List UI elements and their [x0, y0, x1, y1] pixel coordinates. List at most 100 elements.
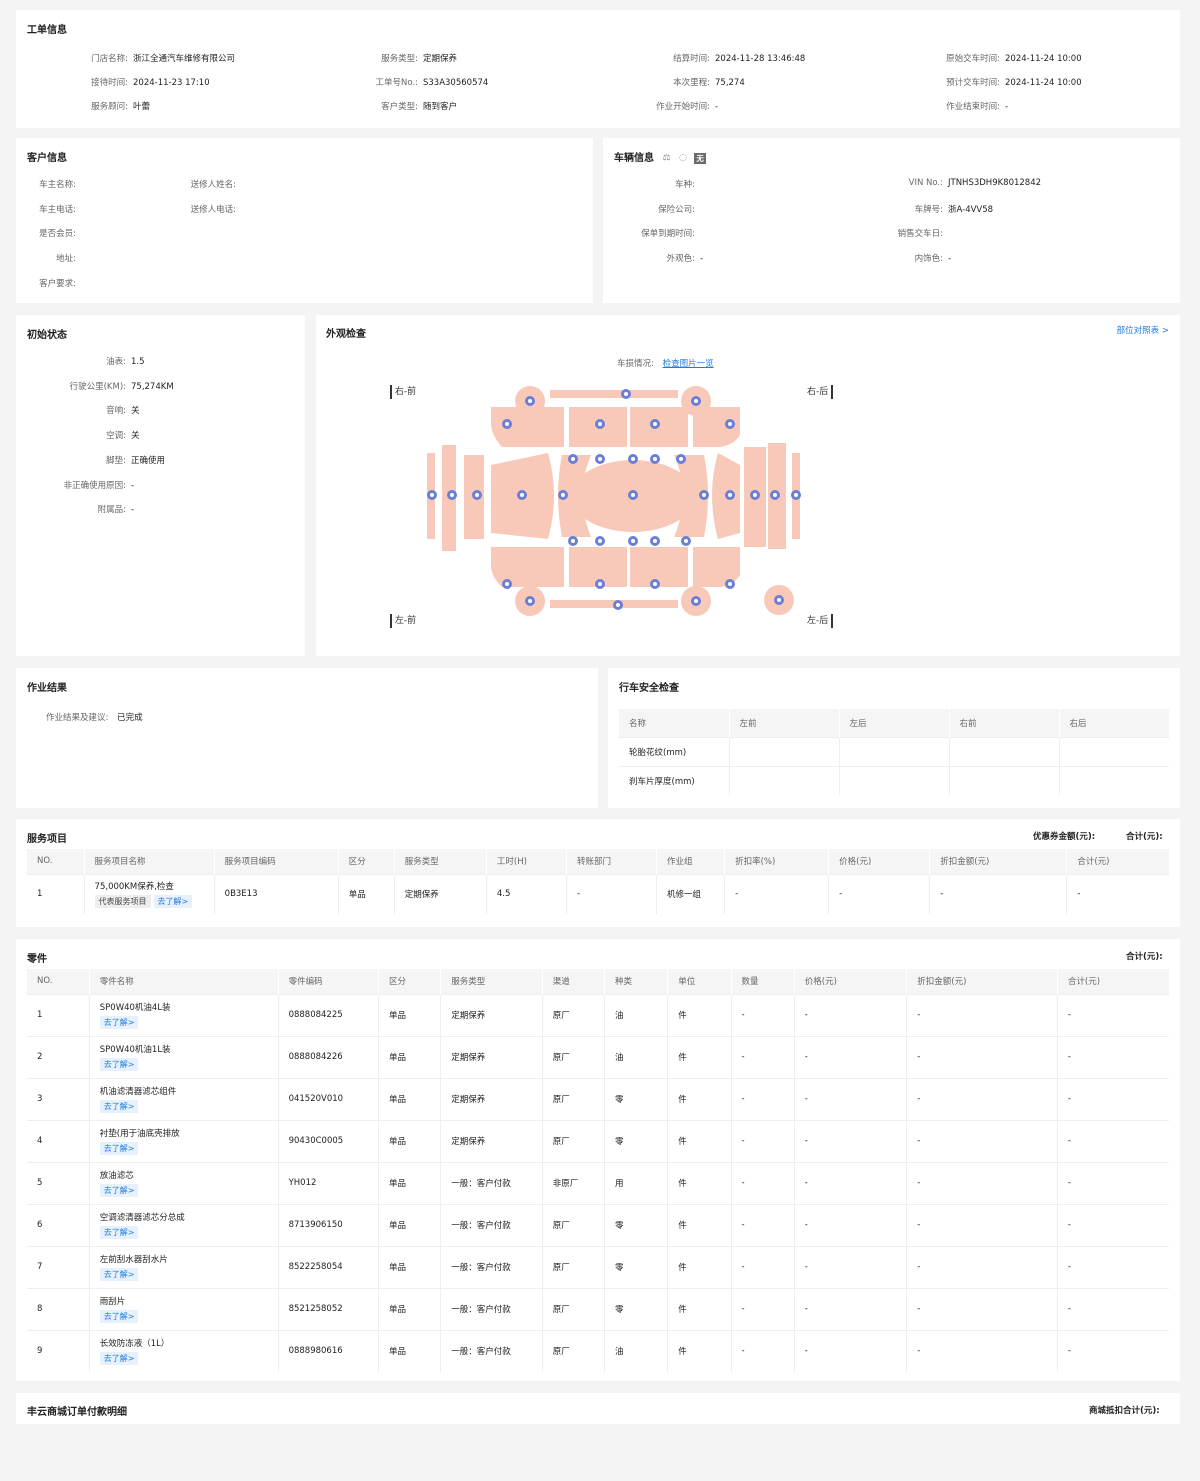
- damage-marker-31[interactable]: [650, 579, 660, 589]
- damage-marker-4[interactable]: [502, 419, 512, 429]
- damage-marker-2[interactable]: [621, 389, 631, 399]
- parts-cell-type: 一般：客户付款: [440, 1203, 543, 1246]
- damage-marker-21[interactable]: [750, 490, 760, 500]
- learn-more-link[interactable]: 去了解>: [99, 1016, 139, 1029]
- damage-marker-18[interactable]: [628, 490, 638, 500]
- damage-marker-32[interactable]: [725, 579, 735, 589]
- workorder-2-field: 服务类型: 定期保养: [336, 52, 457, 64]
- vehicle-6-label: 销售交车日:: [897, 229, 943, 240]
- table-row: 3 机油滤清器滤芯组件 去了解> 041520V010 单品 定期保养 原厂零件 - - - -: [27, 1077, 1169, 1120]
- services-header-1: NO.: [27, 849, 85, 874]
- damage-marker-33[interactable]: [525, 596, 535, 606]
- workorder-12-label: 作业结束时间:: [946, 102, 1000, 112]
- damage-marker-27[interactable]: [650, 536, 660, 546]
- corner-right-rear: 右-后: [807, 384, 834, 399]
- damage-marker-24[interactable]: [568, 536, 578, 546]
- damage-marker-35[interactable]: [691, 596, 701, 606]
- parts-cell-cat: 单品: [378, 1203, 442, 1246]
- damage-marker-25[interactable]: [595, 536, 605, 546]
- damage-marker-5[interactable]: [595, 419, 605, 429]
- parts-cell-cat: 单品: [378, 1035, 442, 1078]
- damage-marker-29[interactable]: [502, 579, 512, 589]
- scale-icon[interactable]: ⚖: [662, 153, 671, 163]
- workorder-7-label: 本次里程:: [673, 78, 710, 88]
- learn-more-link[interactable]: 去了解>: [99, 1268, 139, 1281]
- customer-1-field: 车主名称:: [22, 178, 81, 190]
- damage-marker-17[interactable]: [558, 490, 568, 500]
- parts-cell-name: 衬垫(用于油底壳排放 去了解>: [89, 1119, 279, 1162]
- damage-marker-14[interactable]: [447, 490, 457, 500]
- learn-more-link[interactable]: 去了解>: [99, 1058, 139, 1071]
- parts-header-4: 区分: [378, 969, 442, 994]
- result-value: 已完成: [117, 713, 143, 723]
- rear-garnish: [768, 443, 786, 549]
- chat-bubble-icon[interactable]: ◌: [679, 153, 687, 163]
- part-name: 机油滤清器滤芯组件: [99, 1087, 177, 1097]
- part-name: 左前刮水器刮水片: [99, 1255, 168, 1265]
- damage-marker-9[interactable]: [595, 454, 605, 464]
- damage-marker-6[interactable]: [650, 419, 660, 429]
- damage-marker-23[interactable]: [791, 490, 801, 500]
- services-cell-no: 1: [27, 873, 85, 914]
- damage-marker-28[interactable]: [681, 536, 691, 546]
- damage-marker-22[interactable]: [770, 490, 780, 500]
- workorder-3-label: 结算时间:: [673, 54, 710, 64]
- safety-title: 行车安全检查: [619, 683, 679, 694]
- table-row: 8 雨刮片 去了解> 8521258052 单品 一般：客户付款 原厂零件 - - - -: [27, 1287, 1169, 1330]
- damage-marker-19[interactable]: [699, 490, 709, 500]
- initial-state-card: 初始状态 油表: 1.5 行驶公里(KM): 75,274KM 音响: 关空调: 关脚垫: 正…: [16, 315, 305, 656]
- parts-cell-no: 9: [27, 1329, 90, 1372]
- damage-marker-15[interactable]: [472, 490, 482, 500]
- damage-marker-34[interactable]: [613, 600, 623, 610]
- workorder-11-label: 作业开始时间:: [656, 102, 710, 112]
- learn-more-link[interactable]: 去了解>: [99, 1184, 139, 1197]
- damage-marker-36[interactable]: [774, 595, 784, 605]
- parts-cell-qty: -: [731, 1203, 795, 1246]
- workorder-2-value: 定期保养: [423, 54, 458, 64]
- learn-more-link[interactable]: 去了解>: [99, 1352, 139, 1366]
- damage-marker-11[interactable]: [650, 454, 660, 464]
- vehicle-8-value: -: [948, 254, 952, 265]
- learn-more-link[interactable]: 去了解>: [99, 1226, 139, 1239]
- parts-cell-price: -: [794, 1287, 908, 1330]
- parts-cell-channel: 原厂: [542, 1245, 605, 1288]
- learn-more-link[interactable]: 去了解>: [153, 895, 193, 909]
- front-grille: [442, 445, 456, 551]
- parts-cell-type: 一般：客户付款: [440, 1287, 543, 1330]
- workorder-12-value: -: [1005, 102, 1009, 112]
- sill-left: [550, 600, 678, 608]
- learn-more-link[interactable]: 去了解>: [99, 1310, 139, 1323]
- learn-more-link[interactable]: 去了解>: [99, 1100, 139, 1113]
- damage-marker-30[interactable]: [595, 579, 605, 589]
- result-label: 作业结果及建议:: [46, 713, 109, 723]
- damage-marker-13[interactable]: [427, 490, 437, 500]
- customer-3-label: 车主电话:: [39, 204, 76, 215]
- part-reference-link[interactable]: 部位对照表 >: [1116, 326, 1169, 336]
- result-title: 作业结果: [27, 683, 67, 694]
- learn-more-link[interactable]: 去了解>: [99, 1142, 139, 1155]
- vehicle-damage-diagram[interactable]: [316, 315, 1180, 656]
- parts-cell-price: -: [794, 1245, 908, 1288]
- parts-cell-total: -: [1057, 1245, 1169, 1288]
- inspection-photos-link[interactable]: 检查图片一览: [662, 359, 714, 369]
- damage-marker-3[interactable]: [691, 396, 701, 406]
- initial-5-value: 正确使用: [131, 455, 166, 466]
- damage-marker-16[interactable]: [517, 490, 527, 500]
- initial-1-value: 1.5: [131, 357, 145, 367]
- parts-cell-channel: 原厂: [542, 1035, 605, 1078]
- parts-cell-disc: -: [906, 1245, 1058, 1288]
- services-cell-disc: -: [929, 873, 1068, 914]
- damage-marker-26[interactable]: [628, 536, 638, 546]
- workorder-8-value: 2024-11-24 10:00: [1005, 78, 1082, 88]
- damage-marker-8[interactable]: [568, 454, 578, 464]
- damage-marker-1[interactable]: [525, 396, 535, 406]
- parts-cell-total: -: [1057, 1287, 1169, 1330]
- part-name: 衬垫(用于油底壳排放: [99, 1129, 180, 1139]
- parts-cell-code: 0888980616: [278, 1329, 380, 1372]
- damage-marker-10[interactable]: [628, 454, 638, 464]
- workorder-3-value: 2024-11-28 13:46:48: [715, 54, 806, 64]
- damage-marker-7[interactable]: [725, 419, 735, 429]
- damage-marker-12[interactable]: [676, 454, 686, 464]
- initial-7-value: -: [131, 505, 135, 516]
- damage-marker-20[interactable]: [725, 490, 735, 500]
